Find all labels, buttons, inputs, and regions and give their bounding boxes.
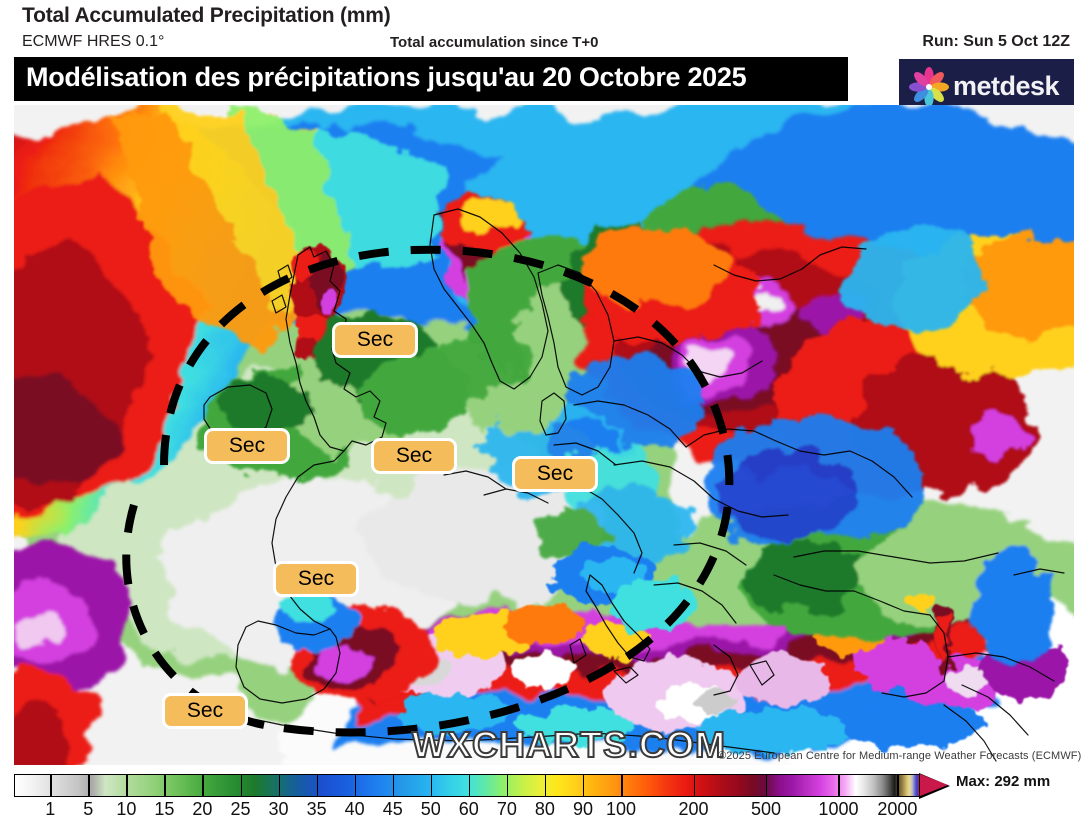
colorbar-tick-label: 20 <box>192 799 213 819</box>
colorbar-tick <box>50 774 52 797</box>
colorbar-tick <box>88 774 90 797</box>
colorbar-tick-label: 200 <box>678 799 709 819</box>
colorbar-tick-label: 10 <box>116 799 137 819</box>
metdesk-logo: metdesk <box>899 59 1074 114</box>
colorbar-tick <box>621 774 623 797</box>
colorbar-tick-label: 45 <box>382 799 403 819</box>
colorbar-tick <box>582 774 585 797</box>
colorbar-tick-label: 15 <box>154 799 175 819</box>
sec-label-ireland-uk: Sec <box>332 322 418 358</box>
colorbar-section: 1 5 10 15 20 25 30 35 40 45 50 60 70 80 90 100 200 500 100… <box>0 769 1088 835</box>
accumulation-label: Total accumulation since T+0 <box>390 34 599 51</box>
colorbar-tick-label: 5 <box>83 799 94 819</box>
sec-label-france: Sec <box>371 438 457 474</box>
colorbar-tick <box>897 774 899 797</box>
colorbar-tick-label: 90 <box>572 799 593 819</box>
colorbar-tick <box>693 774 695 797</box>
colorbar-tick <box>765 774 768 797</box>
colorbar-tick <box>392 774 395 797</box>
colorbar-tick <box>316 774 319 797</box>
title-banner: Modélisation des précipitations jusqu'au… <box>14 57 848 101</box>
ecmwf-copyright: ©2025 European Centre for Medium-range W… <box>718 750 1082 762</box>
colorbar-tick-label: 50 <box>420 799 441 819</box>
sec-label-iberia: Sec <box>273 561 359 597</box>
colorbar-tick <box>240 774 242 797</box>
pinwheel-flower-icon <box>909 66 949 107</box>
colorbar-tick <box>354 774 357 797</box>
colorbar-tick <box>506 774 509 797</box>
colorbar-tick <box>544 774 547 797</box>
colorbar-ticks <box>14 774 920 797</box>
colorbar-tick-label: 40 <box>344 799 365 819</box>
colorbar-tick <box>278 774 281 797</box>
run-label: Run: Sun 5 Oct 12Z <box>922 33 1070 50</box>
map-raster <box>14 105 1074 765</box>
colorbar-tick <box>838 774 840 797</box>
chart-header: Total Accumulated Precipitation (mm) ECM… <box>0 0 1088 57</box>
colorbar-tick-label: 30 <box>268 799 289 819</box>
colorbar-labels: 1 5 10 15 20 25 30 35 40 45 50 60 70 80 90 100 200 500 100… <box>0 799 1088 825</box>
banner-title: Modélisation des précipitations jusqu'au… <box>26 62 747 92</box>
colorbar-tick <box>126 774 128 797</box>
sec-label-atlantic-southwest: Sec <box>162 693 248 729</box>
colorbar-tick-label: 70 <box>496 799 517 819</box>
logo-wordmark: metdesk <box>953 71 1060 101</box>
colorbar-tick <box>164 774 166 797</box>
colorbar-tick <box>468 774 471 797</box>
sec-label-atlantic-biscay: Sec <box>204 428 290 464</box>
colorbar-tick <box>430 774 433 797</box>
colorbar-tick-label: 25 <box>230 799 251 819</box>
colorbar-tick-label: 500 <box>750 799 781 819</box>
colorbar-tick-label: 80 <box>534 799 555 819</box>
max-value-label: Max: 292 mm <box>956 773 1051 790</box>
colorbar-tick-label: 100 <box>605 799 637 819</box>
colorbar-tick <box>202 774 204 797</box>
colorbar-arrow <box>920 774 948 796</box>
precipitation-map[interactable]: Sec Sec Sec Sec Sec Sec <box>14 105 1074 765</box>
colorbar-tick-label: 35 <box>306 799 327 819</box>
sec-label-alps-italy: Sec <box>512 456 598 492</box>
colorbar-tick-label: 1 <box>45 799 56 819</box>
dry-region-boundary <box>122 245 734 737</box>
colorbar-tick-label: 2000 <box>877 799 918 819</box>
model-label: ECMWF HRES 0.1° <box>22 33 165 50</box>
colorbar-tick-label: 1000 <box>818 799 859 819</box>
colorbar-tick-label: 60 <box>458 799 479 819</box>
page-title: Total Accumulated Precipitation (mm) <box>22 4 391 27</box>
